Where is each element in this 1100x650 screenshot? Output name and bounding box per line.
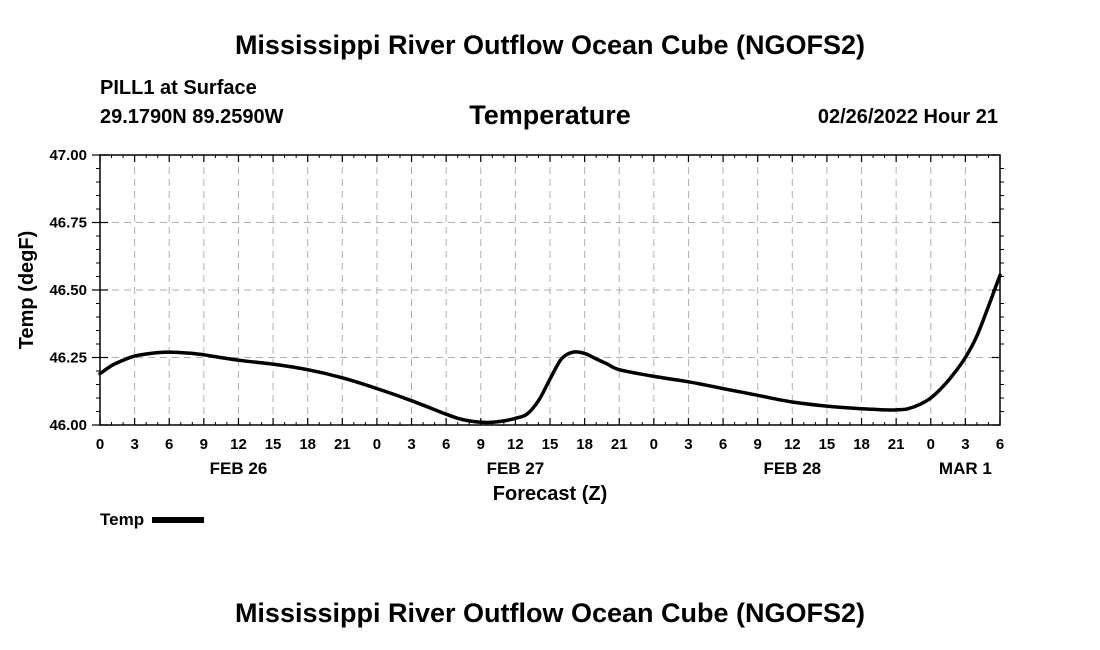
footer-title: Mississippi River Outflow Ocean Cube (NG… xyxy=(234,598,866,628)
y-tick-label: 47.00 xyxy=(49,147,87,164)
x-tick-label: 6 xyxy=(165,436,173,453)
x-tick-label: 6 xyxy=(996,436,1004,453)
station-coordinates: 29.1790N 89.2590W xyxy=(100,106,284,128)
x-tick-label: 15 xyxy=(542,436,559,453)
axis-ticks xyxy=(92,154,1004,426)
legend-label: Temp xyxy=(100,510,145,529)
x-tick-label: 21 xyxy=(888,436,905,453)
x-tick-label: 15 xyxy=(819,436,836,453)
x-tick-label: 6 xyxy=(719,436,727,453)
date-label: FEB 28 xyxy=(763,459,821,478)
x-tick-label: 15 xyxy=(265,436,282,453)
x-tick-label: 18 xyxy=(576,436,593,453)
date-label: FEB 27 xyxy=(487,459,545,478)
legend: Temp xyxy=(100,510,205,530)
x-tick-label: 12 xyxy=(230,436,247,453)
x-tick-label: 0 xyxy=(927,436,935,453)
x-tick-label: 12 xyxy=(507,436,524,453)
x-tick-label: 0 xyxy=(96,436,104,453)
station-label: PILL1 at Surface xyxy=(100,77,257,99)
y-tick-label: 46.00 xyxy=(49,417,87,434)
y-tick-label: 46.50 xyxy=(49,282,87,299)
x-axis-title: Forecast (Z) xyxy=(493,483,607,505)
x-tick-label: 12 xyxy=(784,436,801,453)
x-tick-label: 3 xyxy=(130,436,138,453)
y-axis-title: Temp (degF) xyxy=(16,231,38,350)
axis-labels: 0 3 6 9 12 15 18 21 0 3 6 9 12 15 18 21 0 3 6 9 12 15 18 21 0 3 6 4… xyxy=(49,147,1004,478)
date-label: MAR 1 xyxy=(939,459,992,478)
x-tick-label: 0 xyxy=(650,436,658,453)
main-title: Mississippi River Outflow Ocean Cube (NG… xyxy=(234,30,866,60)
y-tick-label: 46.75 xyxy=(49,215,87,232)
chart-title: Temperature xyxy=(469,100,631,130)
x-tick-label: 21 xyxy=(611,436,628,453)
x-tick-label: 9 xyxy=(754,436,762,453)
x-tick-label: 18 xyxy=(299,436,316,453)
grid-lines xyxy=(100,155,1000,425)
x-tick-label: 3 xyxy=(961,436,969,453)
x-tick-label: 21 xyxy=(334,436,351,453)
x-tick-label: 0 xyxy=(373,436,381,453)
forecast-datetime: 02/26/2022 Hour 21 xyxy=(817,106,998,128)
x-tick-label: 9 xyxy=(477,436,485,453)
x-tick-label: 3 xyxy=(684,436,692,453)
legend-line-swatch xyxy=(152,517,205,523)
x-tick-label: 18 xyxy=(853,436,870,453)
x-tick-label: 6 xyxy=(442,436,450,453)
temp-series-line xyxy=(98,273,1002,425)
y-tick-label: 46.25 xyxy=(49,350,87,367)
x-tick-label: 3 xyxy=(407,436,415,453)
x-tick-label: 9 xyxy=(200,436,208,453)
date-label: FEB 26 xyxy=(210,459,268,478)
